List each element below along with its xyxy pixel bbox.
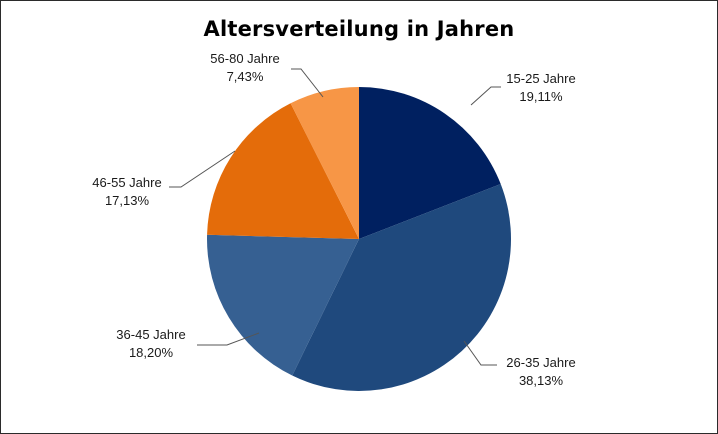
slice-value-label: 7,43% [227, 69, 264, 84]
slice-value-label: 18,20% [129, 345, 174, 360]
pie-slice-56-80-jahre [290, 87, 359, 239]
leader-line [291, 68, 324, 98]
slice-value-label: 17,13% [105, 193, 150, 208]
leader-line [470, 86, 501, 106]
leader-line [463, 340, 497, 366]
leader-line [169, 150, 236, 188]
slice-category-label: 36-45 Jahre [116, 327, 185, 342]
slice-category-label: 56-80 Jahre [210, 51, 279, 66]
pie-slice-26-35-jahre [292, 184, 512, 392]
leader-line [197, 332, 260, 346]
slice-category-label: 26-35 Jahre [506, 355, 575, 370]
slice-value-label: 38,13% [519, 373, 564, 388]
leader-lines [169, 68, 501, 366]
pie-slice-15-25-jahre [359, 87, 501, 239]
chart-title: Altersverteilung in Jahren [203, 17, 515, 41]
slice-category-label: 46-55 Jahre [92, 175, 161, 190]
pie-slice-46-55-jahre [207, 103, 359, 239]
pie-slice-36-45-jahre [207, 234, 359, 376]
slice-value-label: 19,11% [519, 89, 563, 104]
pie-slices [207, 87, 512, 392]
slice-labels: 15-25 Jahre 19,11% 26-35 Jahre 38,13% 36-45 … [92, 51, 575, 388]
slice-category-label: 15-25 Jahre [506, 71, 575, 86]
